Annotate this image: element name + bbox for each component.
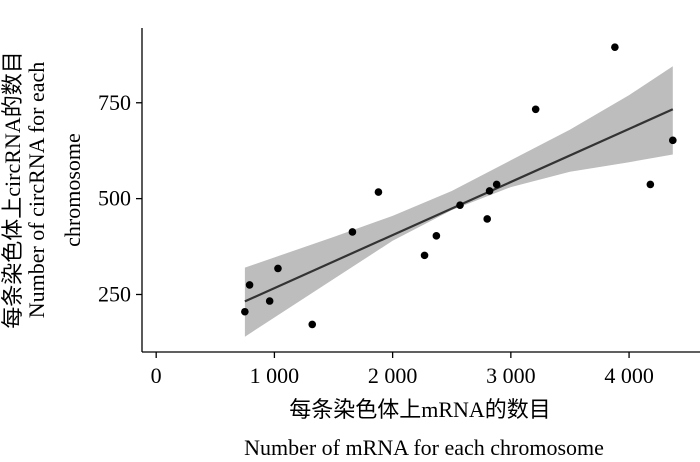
- y-tick-label: 250: [98, 281, 131, 306]
- data-point: [483, 215, 492, 223]
- data-point: [274, 264, 282, 273]
- data-point: [241, 307, 249, 316]
- data-point: [308, 320, 317, 329]
- data-point: [611, 43, 619, 51]
- data-point: [420, 251, 429, 260]
- data-points-layer: [241, 43, 677, 329]
- data-point: [492, 180, 501, 189]
- data-point: [669, 136, 677, 145]
- x-tick-label: 4 000: [604, 363, 654, 388]
- data-point: [456, 201, 464, 209]
- confidence-band: [244, 66, 673, 337]
- x-tick-label: 3 000: [486, 363, 536, 388]
- y-axis-title-zh: 每条染色体上circRNA的数目: [0, 51, 25, 328]
- y-tick-label: 750: [98, 90, 131, 115]
- x-tick-label: 0: [151, 363, 162, 388]
- data-point: [245, 281, 254, 289]
- x-axis-title-zh: 每条染色体上mRNA的数目: [289, 397, 551, 422]
- x-tick-label: 1 000: [250, 363, 300, 388]
- data-point: [348, 228, 357, 236]
- y-axis-title-en-line1: Number of circRNA for each: [24, 62, 49, 319]
- y-axis-title: 每条染色体上circRNA的数目 Number of circRNA for e…: [0, 51, 85, 328]
- data-point: [531, 105, 540, 114]
- y-axis-title-en-line2: chromosome: [60, 133, 85, 247]
- confidence-band-layer: [244, 66, 673, 337]
- data-point: [374, 188, 383, 196]
- y-tick-label: 500: [98, 186, 131, 211]
- data-point: [485, 187, 494, 195]
- data-point: [265, 297, 274, 305]
- x-axis-title-en: Number of mRNA for each chromosome: [244, 435, 604, 460]
- data-point: [432, 232, 441, 240]
- x-tick-label: 2 000: [368, 363, 418, 388]
- data-point: [646, 180, 655, 189]
- axes-layer: 0 1 000 2 000 3 000 4 000 250 500 750: [98, 28, 700, 388]
